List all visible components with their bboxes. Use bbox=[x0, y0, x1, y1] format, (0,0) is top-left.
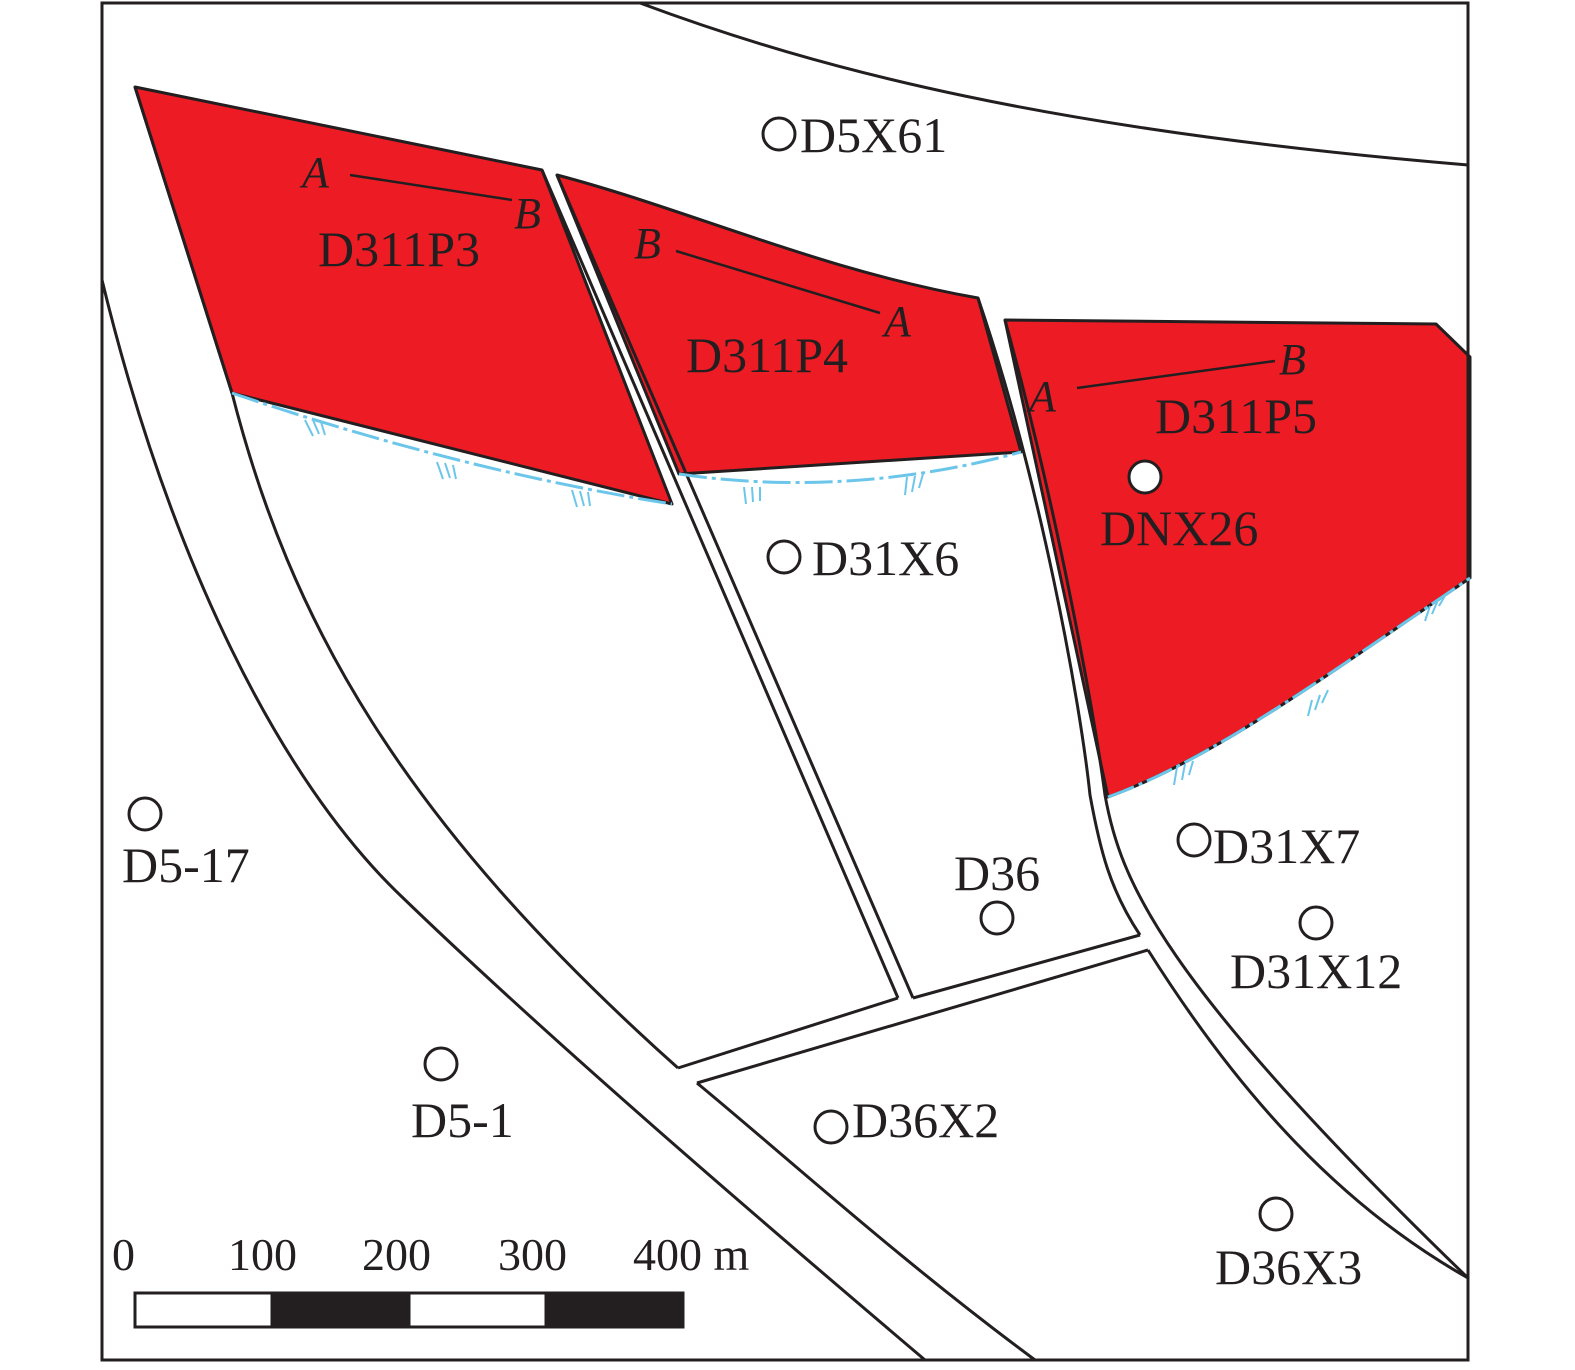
well-marker-icon[interactable] bbox=[1258, 1196, 1294, 1232]
section-d311p4-start: B bbox=[634, 219, 661, 268]
well-marker-icon[interactable] bbox=[423, 1046, 459, 1082]
fault-mid-2a bbox=[976, 297, 1142, 936]
well-label: D5-17 bbox=[122, 837, 250, 893]
section-d311p3-end: B bbox=[514, 189, 541, 238]
well-label: DNX26 bbox=[1100, 500, 1258, 556]
well-label: D36 bbox=[954, 845, 1040, 901]
well-d5-1[interactable]: D5-1 bbox=[411, 1046, 514, 1148]
scale-segment bbox=[270, 1291, 411, 1329]
well-label: D31X12 bbox=[1230, 943, 1402, 999]
fault-mid-1b bbox=[555, 174, 915, 999]
fault-cross-1 bbox=[677, 996, 899, 1070]
oil-zones bbox=[133, 85, 1472, 799]
well-marker-icon[interactable] bbox=[1176, 822, 1212, 858]
fault-cross-3 bbox=[696, 948, 1149, 1085]
section-d311p4-end: A bbox=[881, 297, 912, 346]
scale-tick-label: 200 bbox=[362, 1229, 431, 1280]
section-d311p3-start: A bbox=[299, 148, 330, 197]
section-d311p5-start: A bbox=[1026, 372, 1057, 421]
section-line-d311p5 bbox=[1076, 359, 1276, 390]
fault-mid-2b bbox=[1003, 319, 1470, 1280]
well-d31x7[interactable]: D31X7 bbox=[1176, 818, 1360, 874]
well-d36[interactable]: D36 bbox=[954, 845, 1040, 936]
well-d5x61[interactable]: D5X61 bbox=[761, 107, 947, 163]
well-marker-icon[interactable] bbox=[766, 539, 802, 575]
fault-south-inner bbox=[696, 1081, 1036, 1362]
contact-hatch-ticks bbox=[304, 419, 1447, 786]
well-dnx26[interactable]: DNX26 bbox=[1100, 459, 1258, 556]
well-label: D5-1 bbox=[411, 1092, 514, 1148]
scale-tick-label: 100 bbox=[228, 1229, 297, 1280]
well-d36x2[interactable]: D36X2 bbox=[813, 1092, 999, 1148]
oil-water-contacts bbox=[231, 391, 1471, 799]
fault-east-outer bbox=[1146, 949, 1469, 1280]
scale-segment bbox=[544, 1291, 685, 1329]
zone-label-d311p4: D311P4 bbox=[686, 327, 848, 383]
section-line-d311p4 bbox=[675, 249, 881, 315]
well-label: D5X61 bbox=[800, 107, 947, 163]
zone-d311p4-area bbox=[555, 173, 1023, 476]
well-marker-icon[interactable] bbox=[761, 116, 797, 152]
well-marker-icon[interactable] bbox=[979, 900, 1015, 936]
well-d31x12[interactable]: D31X12 bbox=[1230, 905, 1402, 999]
scale-bar: 0 100 200 300 400 m bbox=[112, 1229, 750, 1329]
well-marker-icon[interactable] bbox=[127, 796, 163, 832]
well-marker-icon[interactable] bbox=[813, 1109, 849, 1145]
well-label: D36X2 bbox=[852, 1092, 999, 1148]
fault-cross-2 bbox=[912, 933, 1141, 1000]
well-d5-17[interactable]: D5-17 bbox=[122, 796, 250, 893]
wells: DNX26 D5X61 D31X6 D31X7 D31X12 D36 D36X2 bbox=[122, 107, 1402, 1295]
well-d36x3[interactable]: D36X3 bbox=[1215, 1196, 1362, 1295]
well-marker-icon[interactable] bbox=[1298, 905, 1334, 941]
scale-segment bbox=[407, 1291, 548, 1329]
fault-north-upper bbox=[639, 1, 1469, 167]
zone-label-d311p3: D311P3 bbox=[318, 221, 480, 277]
fault-west-inner bbox=[133, 86, 679, 1070]
section-d311p5-end: B bbox=[1279, 335, 1306, 384]
well-label: D31X6 bbox=[812, 530, 959, 586]
section-line-d311p3 bbox=[349, 173, 513, 202]
scale-segment bbox=[133, 1291, 274, 1329]
cross-sections: A B B A A B bbox=[299, 148, 1306, 421]
scale-tick-label: 300 bbox=[498, 1229, 567, 1280]
fault-lines bbox=[100, 1, 1470, 1362]
contact-line-d311p5 bbox=[1107, 576, 1471, 799]
fault-mid-1a bbox=[540, 169, 900, 999]
scale-tick-label: 0 bbox=[112, 1229, 135, 1280]
zone-label-d311p5: D311P5 bbox=[1155, 388, 1317, 444]
map-frame bbox=[100, 1, 1470, 1362]
zone-labels: D311P3 D311P4 D311P5 bbox=[318, 221, 1317, 444]
zone-d311p3-area bbox=[133, 85, 674, 506]
well-label: D31X7 bbox=[1213, 818, 1360, 874]
well-d31x6[interactable]: D31X6 bbox=[766, 530, 959, 586]
well-marker-icon[interactable] bbox=[1127, 459, 1163, 495]
well-label: D36X3 bbox=[1215, 1239, 1362, 1295]
scale-tick-label: 400 m bbox=[633, 1229, 750, 1280]
fault-west-outer bbox=[100, 279, 926, 1362]
contact-line-d311p4 bbox=[678, 450, 1022, 485]
contact-line-d311p3 bbox=[231, 391, 673, 506]
